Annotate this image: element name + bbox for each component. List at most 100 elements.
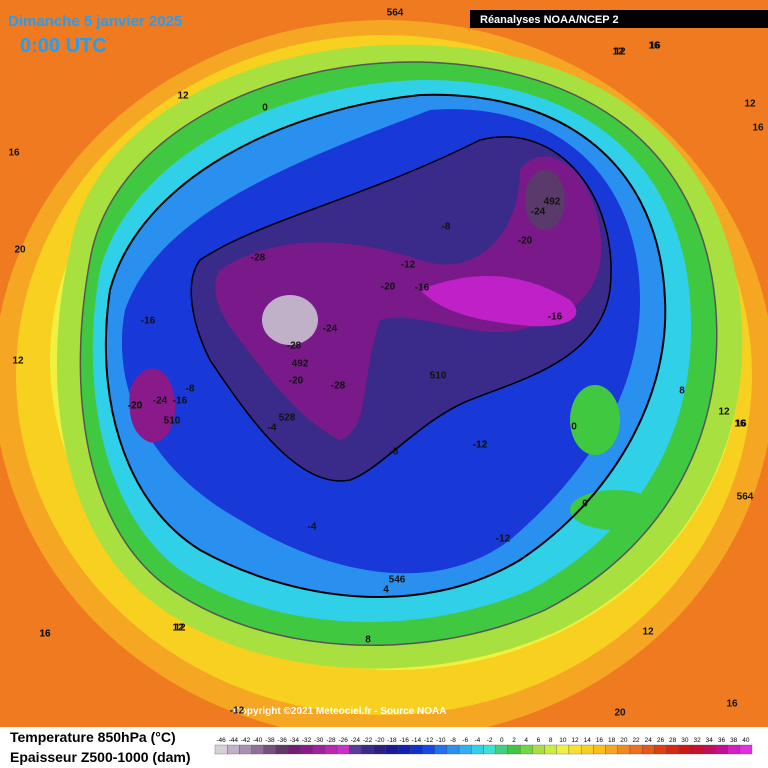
scale-label: -38 — [265, 737, 275, 744]
scale-cell — [458, 744, 472, 755]
contour-label: 8 — [365, 635, 371, 646]
scale-label: -32 — [302, 737, 312, 744]
contour-label: 564 — [737, 492, 754, 503]
legend-temperature: Temperature 850hPa (°C) — [10, 729, 176, 745]
contour-label: 16 — [726, 699, 738, 710]
contour-label: 20 — [614, 708, 626, 719]
scale-cell — [397, 744, 411, 755]
time: 0:00 UTC — [20, 35, 107, 57]
scale-label: -34 — [290, 737, 300, 744]
contour-label: 546 — [389, 575, 406, 586]
contour-label: 0 — [571, 422, 577, 433]
contour-label: 20 — [14, 245, 26, 256]
contour-label: 8 — [679, 386, 685, 397]
scale-cell — [568, 744, 582, 755]
scale-cell — [593, 744, 606, 755]
zone — [262, 295, 318, 345]
contour-label: 492 — [544, 197, 561, 208]
scale-label: 10 — [559, 737, 567, 744]
contour-label: 12 — [172, 623, 184, 634]
contour-label: 0 — [262, 103, 268, 114]
scale-label: -24 — [351, 737, 361, 744]
scale-label: -22 — [363, 737, 373, 744]
contour-label: 564 — [387, 8, 404, 19]
contour-label: 12 — [177, 91, 189, 102]
scale-label: -4 — [475, 737, 481, 744]
copyright: Copyright ©2021 Meteociel.fr - Source NO… — [234, 706, 447, 717]
contour-label: 510 — [430, 371, 447, 382]
scale-label: -46 — [216, 737, 226, 744]
scale-cell — [227, 744, 240, 755]
scale-cell — [532, 744, 545, 755]
scale-label: 24 — [645, 737, 653, 744]
scale-label: -6 — [462, 737, 468, 744]
scale-cell — [580, 744, 594, 755]
contour-label: 16 — [8, 148, 20, 159]
scale-label: -8 — [450, 737, 456, 744]
contour-label: -16 — [415, 283, 430, 294]
scale-cell — [434, 744, 448, 755]
scale-cell — [519, 744, 533, 755]
scale-cell — [483, 744, 496, 755]
contour-label: -24 — [531, 207, 546, 218]
scale-cell — [288, 744, 301, 755]
scale-label: -40 — [253, 737, 263, 744]
contour-label: 16 — [649, 41, 661, 52]
scale-label: -30 — [314, 737, 324, 744]
scale-label: -20 — [375, 737, 385, 744]
contour-label: -20 — [128, 401, 143, 412]
scale-label: 6 — [537, 737, 541, 744]
contour-label: -8 — [390, 447, 399, 458]
scale-cell — [410, 744, 423, 755]
contour-label: -12 — [473, 440, 488, 451]
contour-label: 510 — [164, 416, 181, 427]
scale-cell — [654, 744, 667, 755]
scale-label: -44 — [229, 737, 239, 744]
color-scale: -46 -44 -42 -40 -38 -36 -34 -32 -30 -28 -26 -24 -22-… — [214, 737, 753, 755]
scale-label: -28 — [326, 737, 336, 744]
scale-label: 30 — [681, 737, 689, 744]
contour-label: 12 — [614, 47, 626, 58]
scale-label: 16 — [596, 737, 604, 744]
contour-label: -28 — [287, 341, 302, 352]
contour-label: 4 — [383, 585, 389, 596]
scale-label: 26 — [657, 737, 665, 744]
contour-label: -8 — [186, 384, 195, 395]
scale-cell — [678, 744, 692, 755]
scale-label: -42 — [241, 737, 251, 744]
contour-label: 12 — [12, 356, 24, 367]
scale-label: 20 — [620, 737, 628, 744]
contour-label: -12 — [401, 260, 416, 271]
scale-cell — [349, 744, 362, 755]
contour-label: -4 — [308, 522, 317, 533]
contour-label: 16 — [734, 419, 746, 430]
scale-label: 34 — [706, 737, 714, 744]
contour-label: -24 — [153, 396, 168, 407]
zone — [215, 156, 602, 440]
scale-label: 12 — [571, 737, 579, 744]
scale-label: -10 — [436, 737, 446, 744]
scale-cell — [727, 744, 740, 755]
scale-cell — [300, 744, 313, 755]
contour-label: -20 — [381, 282, 396, 293]
scale-cell — [544, 744, 557, 755]
scale-cell — [361, 744, 374, 755]
contour-label: -20 — [128, 401, 143, 412]
scale-cell — [617, 744, 631, 755]
scale-label: 32 — [693, 737, 701, 744]
scale-label: 40 — [742, 737, 750, 744]
scale-label: 14 — [584, 737, 592, 744]
scale-cell — [703, 744, 716, 755]
scale-label: -18 — [387, 737, 397, 744]
contour-label: 16 — [735, 419, 747, 430]
contour-label: -12 — [473, 440, 488, 451]
scale-cell — [385, 744, 399, 755]
scale-label: -2 — [487, 737, 493, 744]
scale-cell — [312, 744, 325, 755]
source: Réanalyses NOAA/NCEP 2 — [480, 14, 619, 26]
scale-label: -26 — [338, 737, 348, 744]
scale-label: -36 — [277, 737, 287, 744]
legend-thickness: Epaisseur Z500-1000 (dam) — [10, 749, 191, 765]
contour-label: -24 — [323, 324, 338, 335]
